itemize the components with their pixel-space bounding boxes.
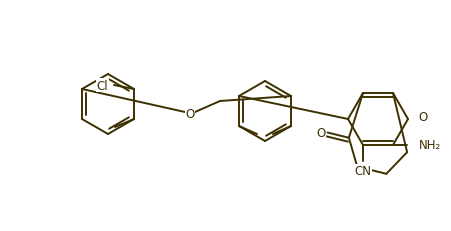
Text: O: O [185,108,194,121]
Text: O: O [417,111,426,124]
Text: NH₂: NH₂ [418,139,440,152]
Text: CN: CN [354,165,371,178]
Text: Cl: Cl [96,79,108,92]
Text: O: O [316,126,325,139]
